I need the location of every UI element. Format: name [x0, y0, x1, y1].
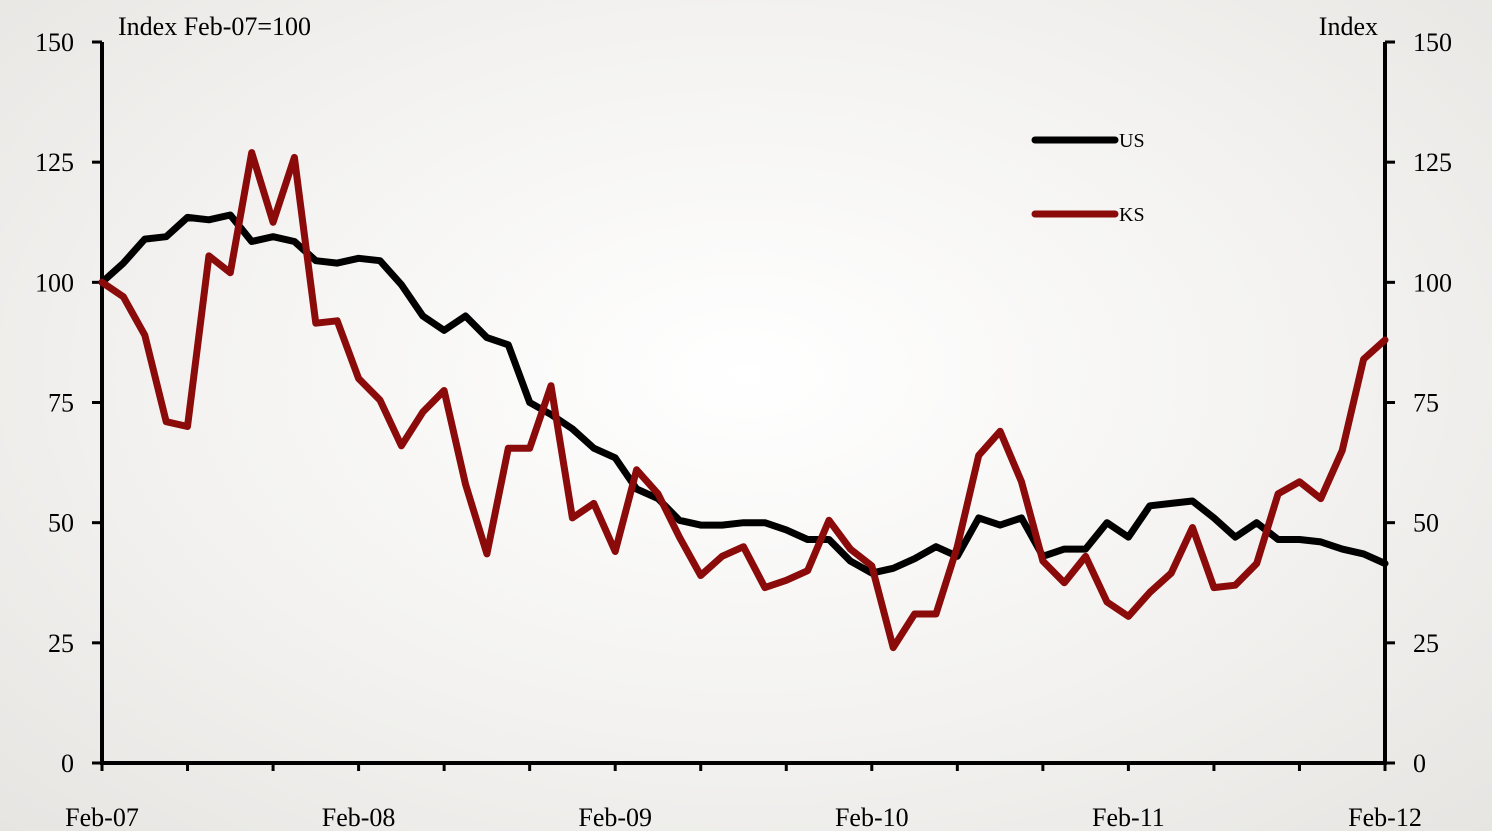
x-tick-label: Feb-09: [578, 803, 652, 831]
right-axis-title: Index: [1319, 12, 1378, 41]
left-axis-title: Index Feb-07=100: [118, 12, 311, 41]
left-y-tick-label: 150: [35, 28, 74, 57]
left-y-tick-label: 100: [35, 268, 74, 297]
left-y-tick-label: 125: [35, 148, 74, 177]
x-tick-label: Feb-07: [65, 803, 139, 831]
right-y-tick-label: 25: [1413, 629, 1439, 658]
legend-label-ks: KS: [1119, 204, 1145, 226]
series-line-ks: [98, 149, 1389, 652]
series-layer: [98, 149, 1389, 652]
legend: US KS: [1031, 130, 1145, 226]
x-tick-label: Feb-12: [1348, 803, 1422, 831]
axes: 0 0 25 25 50 50 75 75 100 100 125 125 150 150 Feb-07 Fe…: [35, 28, 1452, 831]
right-y-tick-label: 100: [1413, 268, 1452, 297]
left-y-tick-label: 25: [48, 629, 74, 658]
x-tick-label: Feb-10: [835, 803, 909, 831]
x-tick-label: Feb-11: [1092, 803, 1165, 831]
right-y-tick-label: 0: [1413, 749, 1426, 778]
left-y-tick-label: 75: [48, 389, 74, 418]
x-tick-label: Feb-08: [322, 803, 396, 831]
right-y-tick-label: 150: [1413, 28, 1452, 57]
legend-label-us: US: [1119, 130, 1145, 152]
right-y-tick-label: 75: [1413, 389, 1439, 418]
right-y-tick-label: 125: [1413, 148, 1452, 177]
right-y-tick-label: 50: [1413, 509, 1439, 538]
left-y-tick-label: 50: [48, 509, 74, 538]
left-y-tick-label: 0: [61, 749, 74, 778]
series-line-us: [98, 211, 1389, 577]
